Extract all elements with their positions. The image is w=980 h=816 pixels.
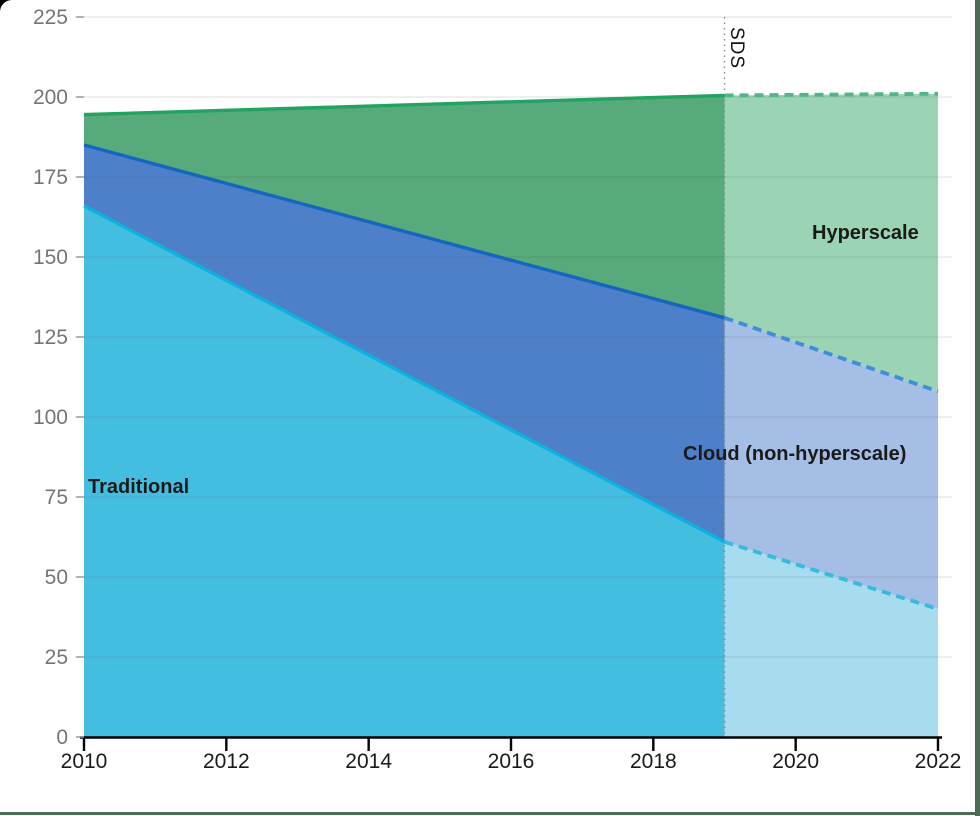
- x-tick-label-2012: 2012: [203, 750, 250, 773]
- y-tick-label-100: 100: [33, 406, 68, 429]
- y-tick-label-0: 0: [56, 726, 68, 749]
- x-tick-label-2022: 2022: [915, 750, 962, 773]
- line-traditional-solid: [83, 204, 726, 544]
- y-tick-label-75: 75: [45, 486, 68, 509]
- y-tick-label-25: 25: [45, 646, 68, 669]
- line-cloud-non-hyperscale-forecast: [723, 316, 939, 394]
- line-traditional-forecast: [723, 539, 939, 611]
- frame-border-bottom: [0, 812, 980, 815]
- area-traditional-solid: [84, 205, 725, 738]
- y-tick-label-50: 50: [45, 566, 68, 589]
- x-tick-label-2020: 2020: [772, 750, 819, 773]
- x-tick-label-2016: 2016: [488, 750, 535, 773]
- y-tick-label-225: 225: [33, 6, 68, 29]
- series-label-cloud-non-hyperscale: Cloud (non-hyperscale): [683, 443, 907, 465]
- line-hyperscale-forecast: [724, 91, 939, 98]
- area-cloud-non-hyperscale-forecast: [724, 317, 938, 609]
- x-tick-label-2010: 2010: [61, 750, 108, 773]
- area-hyperscale-forecast: [724, 93, 938, 392]
- x-tick-label-2014: 2014: [345, 750, 392, 773]
- frame-corner-top-left: [0, 0, 12, 12]
- line-hyperscale-solid: [83, 93, 725, 117]
- forecast-marker-label: SDS: [726, 27, 747, 70]
- area-cloud-non-hyperscale-solid: [84, 145, 725, 542]
- corner-shape: [0, 0, 12, 12]
- line-cloud-non-hyperscale-solid: [83, 143, 725, 320]
- series-label-hyperscale: Hyperscale: [812, 222, 919, 244]
- y-tick-label-125: 125: [33, 326, 68, 349]
- frame-border-right: [975, 0, 980, 816]
- x-tick-label-2018: 2018: [630, 750, 677, 773]
- y-tick-label-150: 150: [33, 246, 68, 269]
- y-tick-label-200: 200: [33, 86, 68, 109]
- area-traditional-forecast: [724, 541, 938, 737]
- series-label-traditional: Traditional: [88, 476, 190, 498]
- area-hyperscale-solid: [84, 95, 725, 318]
- y-tick-label-175: 175: [33, 166, 68, 189]
